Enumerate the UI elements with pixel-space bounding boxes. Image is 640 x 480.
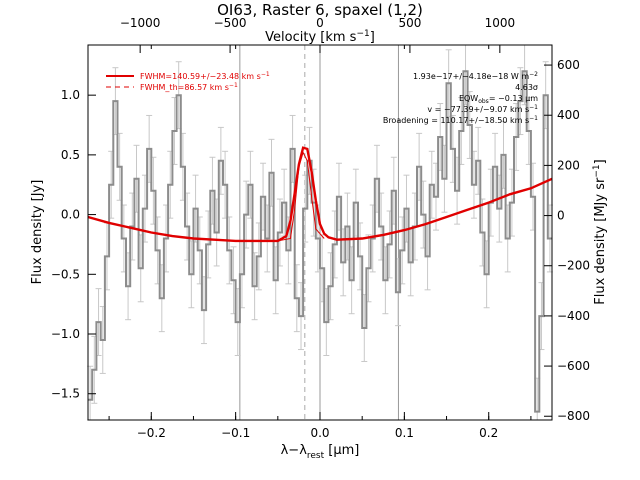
x-axis-label: λ−λrest [μm] — [281, 443, 360, 461]
velocity-tick-label: 500 — [398, 16, 421, 30]
velocity-tick-label: −500 — [214, 16, 247, 30]
y-tick-label: 0.0 — [61, 208, 80, 222]
legend: FWHM=140.59+/−23.48 km s−1 FWHM_th=86.57… — [106, 71, 270, 92]
annotation-eqw: EQWobs= −0.13 μm — [459, 94, 538, 105]
x-tick-label: 0.2 — [479, 426, 498, 440]
y2-tick-label: −200 — [557, 259, 590, 273]
observed-spectrum-line — [88, 70, 552, 413]
y2-tick-label: 0 — [557, 209, 565, 223]
y-tick-label: −1.5 — [51, 387, 80, 401]
y2-axis-ticks: −800 −600 −400 −200 0 200 400 600 — [544, 58, 590, 423]
velocity-tick-label: 1000 — [485, 16, 516, 30]
y2-axis-label: Flux density [MJy sr−1] — [592, 159, 608, 304]
thermal-width-line — [277, 151, 325, 242]
y2-tick-label: −600 — [557, 359, 590, 373]
chart-title: OI63, Raster 6, spaxel (1,2) — [217, 1, 423, 19]
y-tick-label: 1.0 — [61, 88, 80, 102]
annotation-broadening: Broadening = 110.17+/−18.50 km s−1 — [383, 115, 538, 125]
x-tick-label: 0.0 — [310, 426, 329, 440]
y2-tick-label: 200 — [557, 158, 580, 172]
x-tick-label: −0.2 — [137, 426, 166, 440]
y2-tick-label: 400 — [557, 108, 580, 122]
x-axis-ticks: −0.2 −0.1 0.0 0.1 0.2 — [108, 45, 532, 440]
velocity-axis-label: Velocity [km s−1] — [265, 29, 375, 45]
y-tick-label: 0.5 — [61, 148, 80, 162]
y-axis-ticks: −1.5 −1.0 −0.5 0.0 0.5 1.0 — [51, 88, 96, 401]
x-tick-label: 0.1 — [395, 426, 414, 440]
y2-tick-label: 600 — [557, 58, 580, 72]
velocity-axis-ticks: −1000 −500 0 500 1000 — [120, 16, 515, 53]
velocity-tick-label: −1000 — [120, 16, 161, 30]
annotation-flux: 1.93e−17+/−4.18e−18 W m−2 — [413, 71, 538, 81]
y-axis-label: Flux density [Jy] — [30, 180, 45, 285]
y-tick-label: −0.5 — [51, 267, 80, 281]
annotation-sigma: 4.63σ — [515, 83, 538, 92]
x-tick-label: −0.1 — [221, 426, 250, 440]
legend-entry-fwhm-th: FWHM_th=86.57 km s−1 — [140, 82, 238, 92]
fit-annotations: 1.93e−17+/−4.18e−18 W m−2 4.63σ EQWobs= … — [383, 71, 538, 125]
y2-tick-label: −400 — [557, 309, 590, 323]
annotation-velocity: v = −77.39+/−9.07 km s−1 — [427, 104, 538, 114]
y2-tick-label: −800 — [557, 409, 590, 423]
y-tick-label: −1.0 — [51, 327, 80, 341]
model-fit-line — [87, 146, 553, 243]
legend-entry-fwhm: FWHM=140.59+/−23.48 km s−1 — [140, 71, 270, 81]
velocity-tick-label: 0 — [316, 16, 324, 30]
